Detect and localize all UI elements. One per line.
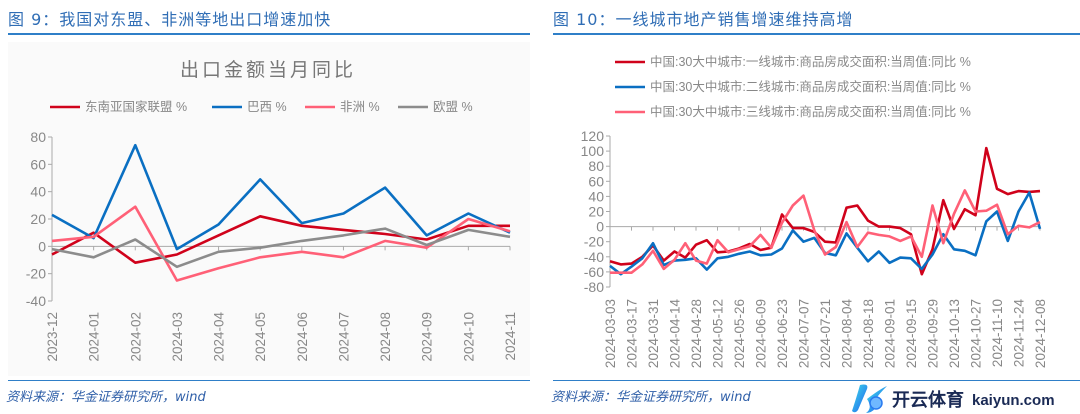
heading-rule: [553, 33, 1080, 35]
x-tick-label: 2024-06: [295, 312, 310, 362]
x-tick-label: 2024-03-31: [646, 299, 661, 368]
watermark-name: 开云体育: [892, 389, 964, 410]
x-tick-label: 2024-08: [378, 312, 393, 362]
x-tick-label: 2024-02: [128, 312, 143, 362]
x-tick-label: 2024-03: [170, 312, 185, 362]
series-line: [609, 191, 1042, 276]
x-tick-label: 2024-04: [212, 312, 227, 362]
x-tick-label: 2023-12: [45, 312, 60, 362]
x-tick-label: 2024-10-27: [969, 299, 984, 368]
x-tick-label: 2024-10: [461, 312, 476, 362]
watermark-domain: kaiyun.com: [972, 392, 1055, 409]
figure-10-heading: 图 10：一线城市地产销售增速维持高增: [553, 10, 854, 29]
y-tick-label: -60: [584, 264, 604, 280]
x-tick-label: 2024-07-21: [818, 299, 833, 368]
x-tick-label: 2024-03-03: [603, 299, 618, 368]
legend-label: 中国:30大中城市:二线城市:商品房成交面积:当周值:同比 %: [650, 79, 971, 94]
figure-9-heading: 图 9：我国对东盟、非洲等地出口增速加快: [8, 10, 332, 29]
y-tick-label: 120: [581, 128, 605, 144]
x-tick-label: 2024-04-28: [689, 299, 704, 368]
property-sales-chart: 中国:30大中城市:一线城市:商品房成交面积:当周值:同比 % 中国:30大中城市…: [581, 54, 1048, 369]
y-tick-label: -40: [26, 293, 46, 309]
right-panel: 图 10：一线城市地产销售增速维持高增 中国:30大中城市:一线城市:商品房成交…: [545, 0, 1080, 414]
y-tick-label: 80: [30, 129, 46, 145]
y-tick-label: -20: [26, 266, 46, 282]
chart-background: [8, 42, 530, 376]
x-tick-label: 2024-07-07: [797, 299, 812, 368]
series-line: [610, 189, 1041, 275]
x-tick-label: 2024-04-14: [668, 299, 683, 369]
x-tick-label: 2024-03-17: [625, 299, 640, 368]
y-tick-label: -20: [584, 234, 604, 250]
y-tick-label: 20: [30, 211, 46, 227]
x-tick-label: 2024-05: [253, 312, 268, 362]
x-tick-label: 2024-09-01: [883, 299, 898, 368]
x-tick-label: 2024-09-29: [926, 299, 941, 368]
series-line: [51, 143, 511, 251]
kaiyun-watermark-logo: 开云体育 kaiyun.com: [852, 384, 1055, 413]
legend-label: 东南亚国家联盟 %: [85, 99, 187, 114]
x-tick-label: 2024-10-13: [947, 299, 962, 368]
y-tick-label: -40: [584, 249, 604, 265]
x-tick-label: 2024-01: [87, 312, 102, 362]
x-tick-label: 2024-07: [336, 312, 351, 362]
legend-label: 欧盟 %: [433, 100, 473, 114]
x-tick-label: 2024-09-15: [904, 299, 919, 368]
y-tick-label: 20: [588, 204, 604, 220]
x-tick-label: 2024-05-26: [732, 299, 747, 368]
x-tick-label: 2024-08-04: [840, 299, 855, 369]
x-tick-label: 2024-06-09: [754, 299, 769, 368]
x-tick-label: 2024-08-18: [861, 299, 876, 368]
y-tick-label: 40: [30, 184, 46, 200]
series-line: [51, 215, 510, 265]
x-tick-label: 2024-11: [503, 312, 518, 361]
y-tick-label: 40: [588, 188, 604, 204]
source-note: 资料来源：华金证券研究所，wind: [6, 390, 206, 405]
y-tick-label: 0: [38, 238, 46, 254]
y-tick-label: 60: [30, 156, 46, 172]
x-tick-label: 2024-11-10: [990, 299, 1005, 367]
footer-rule: [8, 380, 530, 381]
legend-label: 中国:30大中城市:一线城市:商品房成交面积:当周值:同比 %: [650, 54, 971, 69]
x-tick-label: 2024-05-12: [711, 299, 726, 368]
x-tick-label: 2024-09: [420, 312, 435, 362]
y-tick-label: -80: [584, 279, 604, 295]
x-tick-label: 2024-06-23: [775, 299, 790, 368]
footer-rule: [553, 380, 1080, 381]
legend-label: 中国:30大中城市:三线城市:商品房成交面积:当周值:同比 %: [650, 104, 971, 119]
left-panel: 图 9：我国对东盟、非洲等地出口增速加快 出口金额当月同比东南亚国家联盟 % 巴西…: [0, 0, 530, 414]
y-tick-label: 60: [588, 173, 604, 189]
series-line: [51, 227, 511, 269]
y-tick-label: 100: [581, 143, 605, 159]
legend-label: 非洲 %: [340, 100, 380, 114]
y-tick-label: 0: [596, 219, 604, 235]
chart-title: 出口金额当月同比: [180, 59, 356, 81]
x-tick-label: 2024-11-24: [1012, 299, 1027, 368]
y-tick-label: 80: [588, 158, 604, 174]
legend-label: 巴西 %: [247, 100, 287, 114]
source-note: 资料来源：华金证券研究所，wind: [551, 390, 751, 405]
x-tick-label: 2024-12-08: [1033, 299, 1048, 368]
heading-rule: [8, 33, 530, 35]
series-line: [609, 146, 1041, 276]
